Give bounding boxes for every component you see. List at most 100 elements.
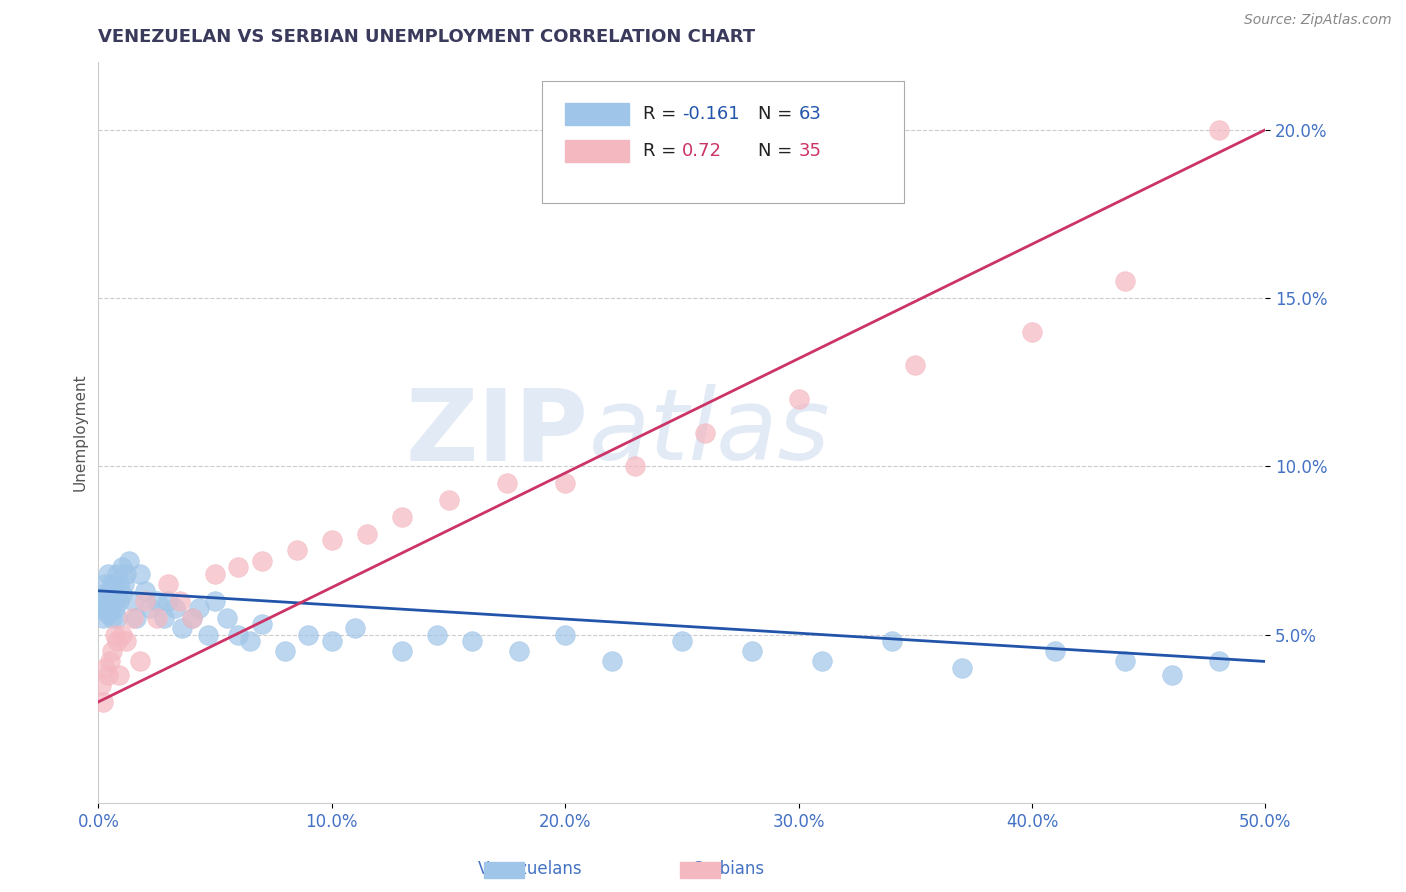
Point bbox=[228, 560, 250, 574]
Point bbox=[108, 668, 131, 682]
Point bbox=[122, 594, 145, 608]
Point bbox=[356, 526, 378, 541]
Text: VENEZUELAN VS SERBIAN UNEMPLOYMENT CORRELATION CHART: VENEZUELAN VS SERBIAN UNEMPLOYMENT CORRE… bbox=[98, 28, 755, 45]
Point bbox=[180, 610, 202, 624]
Point bbox=[1045, 644, 1067, 658]
Point bbox=[146, 594, 169, 608]
Point bbox=[950, 661, 973, 675]
Point bbox=[94, 594, 117, 608]
Point bbox=[228, 627, 250, 641]
Point bbox=[94, 600, 117, 615]
Point bbox=[1161, 668, 1184, 682]
Point bbox=[98, 594, 121, 608]
Point bbox=[204, 566, 226, 581]
Point bbox=[426, 627, 449, 641]
Bar bbox=[679, 862, 720, 879]
Point bbox=[101, 577, 124, 591]
Point bbox=[101, 644, 124, 658]
Point bbox=[250, 617, 273, 632]
Point bbox=[297, 627, 319, 641]
Point bbox=[134, 583, 156, 598]
Point bbox=[197, 627, 219, 641]
Point bbox=[125, 610, 148, 624]
Point bbox=[139, 600, 162, 615]
Point bbox=[104, 594, 127, 608]
Bar bbox=[565, 140, 630, 162]
Y-axis label: Unemployment: Unemployment bbox=[72, 374, 87, 491]
Point bbox=[152, 610, 174, 624]
Point bbox=[811, 655, 834, 669]
Point bbox=[215, 610, 238, 624]
Point bbox=[108, 594, 131, 608]
Point bbox=[97, 607, 120, 622]
Point bbox=[104, 587, 127, 601]
Text: 63: 63 bbox=[799, 105, 821, 123]
Point bbox=[172, 621, 194, 635]
Point bbox=[169, 594, 191, 608]
Point bbox=[1114, 655, 1136, 669]
Point bbox=[600, 655, 623, 669]
Point bbox=[90, 600, 112, 615]
Text: Source: ZipAtlas.com: Source: ZipAtlas.com bbox=[1244, 13, 1392, 28]
Point bbox=[554, 476, 576, 491]
Point bbox=[115, 634, 138, 648]
Text: 0.72: 0.72 bbox=[682, 143, 721, 161]
Point bbox=[554, 627, 576, 641]
Point bbox=[671, 634, 693, 648]
Bar bbox=[565, 103, 630, 126]
Point bbox=[104, 600, 127, 615]
Point bbox=[344, 621, 367, 635]
Point bbox=[105, 566, 128, 581]
Text: Serbians: Serbians bbox=[693, 861, 765, 879]
Point bbox=[115, 566, 138, 581]
Point bbox=[108, 577, 131, 591]
Point bbox=[437, 492, 460, 507]
FancyBboxPatch shape bbox=[541, 81, 904, 203]
Point bbox=[239, 634, 262, 648]
Point bbox=[111, 560, 134, 574]
Text: N =: N = bbox=[758, 143, 797, 161]
Text: Venezuelans: Venezuelans bbox=[478, 861, 582, 879]
Point bbox=[695, 425, 717, 440]
Point bbox=[1021, 325, 1043, 339]
Point bbox=[880, 634, 903, 648]
Point bbox=[787, 392, 810, 406]
Point bbox=[98, 583, 121, 598]
Point bbox=[90, 678, 112, 692]
Point bbox=[98, 600, 121, 615]
Point bbox=[508, 644, 530, 658]
Point bbox=[118, 553, 141, 567]
Text: N =: N = bbox=[758, 105, 797, 123]
Point bbox=[94, 577, 117, 591]
Text: atlas: atlas bbox=[589, 384, 830, 481]
Point bbox=[105, 610, 128, 624]
Point bbox=[94, 661, 117, 675]
Point bbox=[180, 610, 202, 624]
Point bbox=[1208, 655, 1230, 669]
Point bbox=[157, 594, 180, 608]
Text: 35: 35 bbox=[799, 143, 821, 161]
Point bbox=[98, 655, 121, 669]
Point bbox=[134, 594, 156, 608]
Point bbox=[146, 610, 169, 624]
Point bbox=[157, 577, 180, 591]
Text: ZIP: ZIP bbox=[406, 384, 589, 481]
Point bbox=[91, 610, 114, 624]
Point bbox=[91, 695, 114, 709]
Point bbox=[204, 594, 226, 608]
Point bbox=[129, 566, 152, 581]
Point bbox=[122, 610, 145, 624]
Text: R =: R = bbox=[644, 143, 682, 161]
Point bbox=[496, 476, 519, 491]
Point bbox=[274, 644, 297, 658]
Point bbox=[391, 644, 413, 658]
Point bbox=[391, 509, 413, 524]
Point bbox=[250, 553, 273, 567]
Point bbox=[105, 634, 128, 648]
Point bbox=[187, 600, 209, 615]
Bar bbox=[484, 862, 524, 879]
Point bbox=[1208, 122, 1230, 136]
Point bbox=[741, 644, 763, 658]
Point bbox=[91, 587, 114, 601]
Point bbox=[321, 533, 343, 548]
